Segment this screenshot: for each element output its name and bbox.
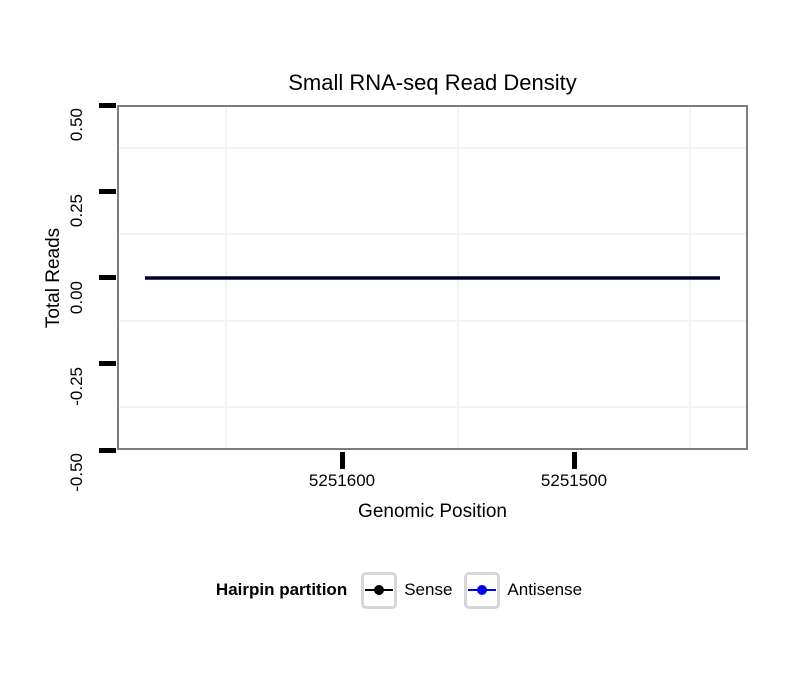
- y-axis-title: Total Reads: [43, 227, 64, 329]
- x-axis-tick: [339, 452, 345, 469]
- plot-panel: [117, 105, 748, 450]
- legend-point-icon: [374, 585, 385, 595]
- chart-title: Small RNA-seq Read Density: [288, 70, 577, 95]
- x-axis-tick: [571, 452, 577, 469]
- y-axis-tick: [99, 275, 116, 280]
- y-axis-tick-label: 0.25: [67, 194, 86, 228]
- y-axis-tick: [99, 188, 116, 194]
- gridline-minor-horizontal: [119, 147, 746, 150]
- legend-title: Hairpin partition: [215, 580, 348, 599]
- y-axis-tick-label: -0.50: [67, 453, 86, 492]
- y-axis-tick-label: -0.25: [67, 366, 86, 406]
- legend-key-sense: [361, 571, 398, 609]
- legend: Hairpin partition Sense Antisense: [0, 568, 810, 612]
- gridline-minor-horizontal: [119, 319, 746, 322]
- gridline-minor-horizontal: [119, 233, 746, 236]
- y-axis-tick: [99, 447, 116, 453]
- legend-label-antisense: Antisense: [507, 580, 583, 599]
- legend-point-icon: [477, 585, 488, 595]
- y-axis-tick-label: 0.00: [67, 280, 86, 314]
- gridline-minor-horizontal: [119, 405, 746, 408]
- y-axis-tick: [99, 361, 116, 367]
- legend-key-antisense: [464, 571, 501, 609]
- data-line-sense: [144, 276, 721, 279]
- y-axis-tick-label: 0.50: [67, 108, 86, 142]
- legend-label-sense: Sense: [404, 580, 453, 599]
- y-axis-tick: [99, 102, 116, 108]
- x-axis-tick-label: 5251600: [308, 471, 376, 490]
- x-axis-tick-label: 5251500: [540, 471, 608, 490]
- x-axis-title: Genomic Position: [358, 501, 507, 522]
